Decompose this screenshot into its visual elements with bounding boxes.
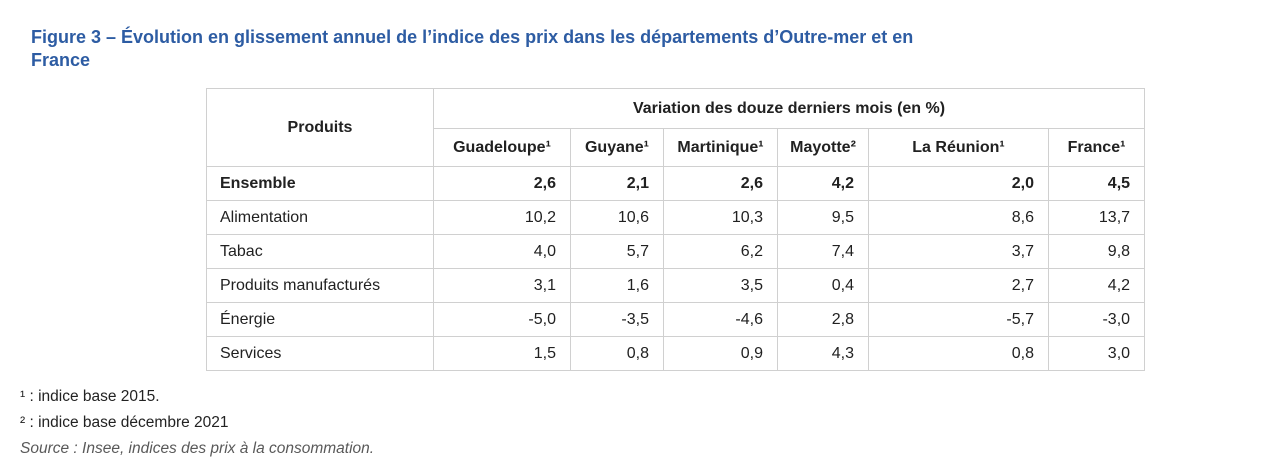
table-row-ensemble: Ensemble 2,6 2,1 2,6 4,2 2,0 4,5 [206,166,1146,201]
cell-value: -3,5 [570,302,664,337]
footnote-2: ² : indice base décembre 2021 [20,414,229,431]
cell-value: -4,6 [663,302,778,337]
cell-value: 3,5 [663,268,778,303]
cell-value: 1,6 [570,268,664,303]
cell-value: 2,6 [433,166,571,201]
cell-value: 2,0 [868,166,1049,201]
price-index-table: Produits Variation des douze derniers mo… [206,88,1146,371]
corner-header-produits: Produits [206,88,434,167]
cell-value: 13,7 [1047,200,1146,235]
column-header-guadeloupe: Guadeloupe¹ [433,128,571,167]
cell-value: 6,2 [663,234,778,269]
cell-value: 9,5 [777,200,869,235]
cell-value: 2,8 [777,302,869,337]
table-row-alimentation: Alimentation 10,2 10,6 10,3 9,5 8,6 13,7 [206,200,1146,235]
cell-value: 1,5 [433,336,571,371]
cell-value: -3,0 [1047,302,1146,337]
cell-value: 10,2 [433,200,571,235]
row-label: Produits manufacturés [206,268,434,303]
cell-value: 4,5 [1047,166,1146,201]
table-row-services: Services 1,5 0,8 0,9 4,3 0,8 3,0 [206,336,1146,371]
cell-value: -5,0 [433,302,571,337]
row-label: Ensemble [206,166,434,201]
cell-value: 4,2 [1047,268,1146,303]
cell-value: -5,7 [868,302,1049,337]
cell-value: 10,3 [663,200,778,235]
notes-block: ¹ : indice base 2015. ² : indice base dé… [20,384,374,462]
cell-value: 2,7 [868,268,1049,303]
cell-value: 0,4 [777,268,869,303]
cell-value: 4,2 [777,166,869,201]
column-header-la-reunion: La Réunion¹ [868,128,1049,167]
cell-value: 0,8 [868,336,1049,371]
row-label: Tabac [206,234,434,269]
footnote-1: ¹ : indice base 2015. [20,388,160,405]
table-row-produits-manufactures: Produits manufacturés 3,1 1,6 3,5 0,4 2,… [206,268,1146,303]
row-label: Énergie [206,302,434,337]
column-header-row: Guadeloupe¹ Guyane¹ Martinique¹ Mayotte²… [207,128,1146,167]
cell-value: 3,0 [1047,336,1146,371]
group-header-row: Produits Variation des douze derniers mo… [206,88,1146,167]
cell-value: 2,1 [570,166,664,201]
column-header-france: France¹ [1047,128,1146,167]
cell-value: 10,6 [570,200,664,235]
figure-title: Figure 3 – Évolution en glissement annue… [31,27,914,71]
column-header-martinique: Martinique¹ [663,128,778,167]
cell-value: 0,9 [663,336,778,371]
cell-value: 2,6 [663,166,778,201]
cell-value: 4,0 [433,234,571,269]
cell-value: 3,7 [868,234,1049,269]
cell-value: 4,3 [777,336,869,371]
cell-value: 8,6 [868,200,1049,235]
cell-value: 5,7 [570,234,664,269]
cell-value: 0,8 [570,336,664,371]
cell-value: 9,8 [1047,234,1146,269]
column-header-guyane: Guyane¹ [570,128,664,167]
group-header-variation: Variation des douze derniers mois (en %) [432,88,1146,129]
row-label: Services [206,336,434,371]
table-row-energie: Énergie -5,0 -3,5 -4,6 2,8 -5,7 -3,0 [206,302,1146,337]
cell-value: 7,4 [777,234,869,269]
row-label: Alimentation [206,200,434,235]
cell-value: 3,1 [433,268,571,303]
table-row-tabac: Tabac 4,0 5,7 6,2 7,4 3,7 9,8 [206,234,1146,269]
column-header-mayotte: Mayotte² [777,128,869,167]
source-note: Source : Insee, indices des prix à la co… [20,440,375,457]
price-index-table-container: Produits Variation des douze derniers mo… [206,88,1146,371]
